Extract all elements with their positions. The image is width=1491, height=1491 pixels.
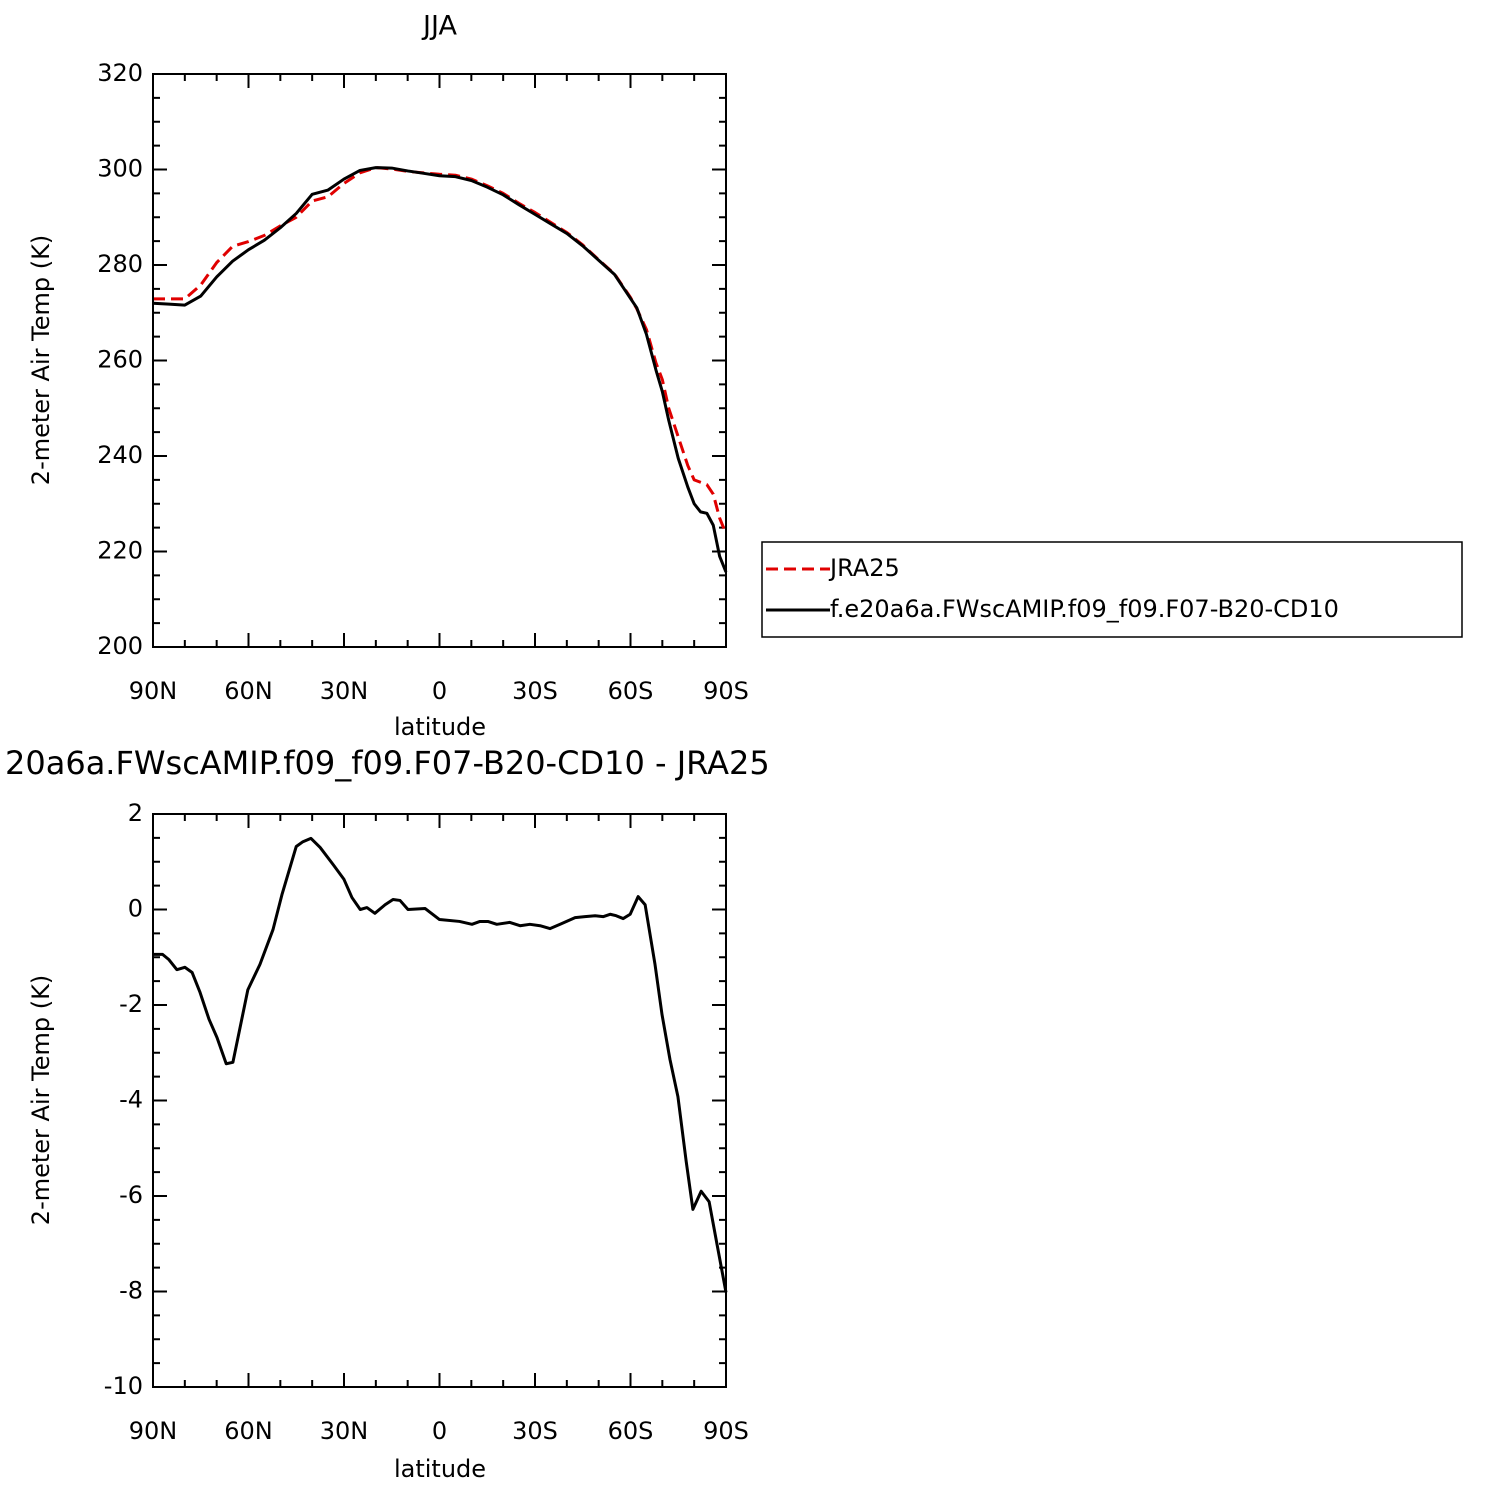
y-axis-label: 2-meter Air Temp (K) [27, 235, 55, 485]
x-tick-label: 60N [224, 1417, 273, 1445]
x-tick-label: 30N [320, 677, 369, 705]
x-tick-label: 60N [224, 677, 273, 705]
x-tick-label: 0 [432, 1417, 447, 1445]
y-tick-label: 220 [97, 537, 143, 565]
y-tick-label: 280 [97, 250, 143, 278]
y-axis-label: 2-meter Air Temp (K) [27, 975, 55, 1225]
y-tick-label: -6 [119, 1181, 143, 1209]
plot-frame [152, 813, 727, 1388]
x-tick-label: 60S [608, 677, 654, 705]
x-tick-label: 30S [512, 1417, 558, 1445]
chart-title: 20a6a.FWscAMIP.f09_f09.F07-B20-CD10 - JR… [5, 744, 770, 782]
x-axis-label: latitude [394, 713, 486, 741]
data-line [153, 836, 728, 1293]
x-tick-label: 30N [320, 1417, 369, 1445]
y-tick-label: -10 [104, 1372, 143, 1400]
y-tick-label: 0 [128, 895, 143, 923]
y-tick-label: 200 [97, 632, 143, 660]
x-tick-label: 90N [129, 677, 178, 705]
x-tick-label: 0 [432, 677, 447, 705]
legend-label: JRA25 [828, 554, 900, 582]
y-tick-label: -4 [119, 1086, 143, 1114]
y-tick-label: 320 [97, 59, 143, 87]
y-tick-label: -8 [119, 1277, 143, 1305]
x-axis-label: latitude [394, 1455, 486, 1483]
x-tick-label: 60S [608, 1417, 654, 1445]
y-tick-label: 300 [97, 155, 143, 183]
plot-frame [152, 73, 727, 648]
chart-title: JJA [421, 11, 457, 42]
legend-box [761, 541, 1463, 638]
x-tick-label: 90S [703, 1417, 749, 1445]
x-tick-label: 90S [703, 677, 749, 705]
y-tick-label: -2 [119, 990, 143, 1018]
y-tick-label: 260 [97, 346, 143, 374]
x-tick-label: 30S [512, 677, 558, 705]
data-line [153, 166, 728, 535]
y-tick-label: 2 [128, 799, 143, 827]
data-line [152, 166, 728, 573]
y-tick-label: 240 [97, 441, 143, 469]
x-tick-label: 90N [129, 1417, 178, 1445]
legend-label: f.e20a6a.FWscAMIP.f09_f09.F07-B20-CD10 [830, 595, 1339, 623]
